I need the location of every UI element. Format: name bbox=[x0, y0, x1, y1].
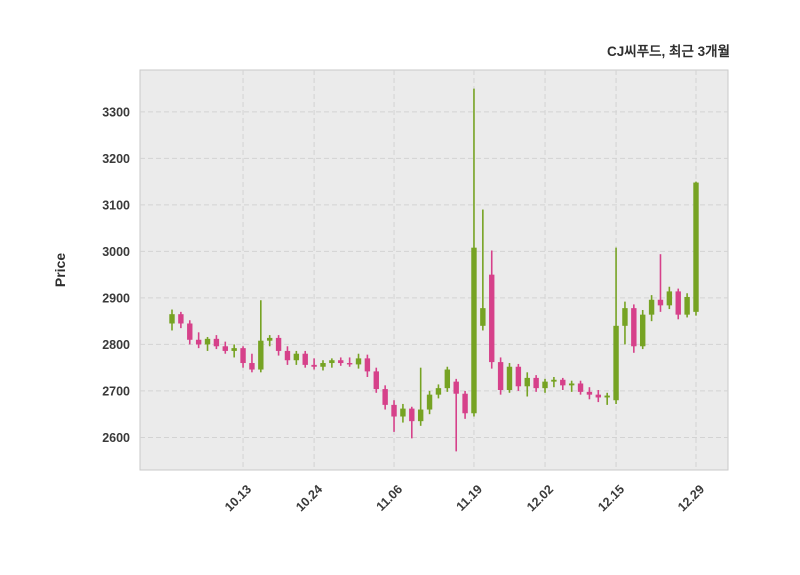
candle-body bbox=[595, 394, 602, 398]
candle-body bbox=[568, 383, 575, 386]
candle-body bbox=[195, 339, 202, 345]
candle-body bbox=[675, 291, 681, 315]
candle-body bbox=[648, 299, 655, 315]
candle-body bbox=[417, 409, 424, 422]
candle-body bbox=[355, 358, 362, 365]
candle-body bbox=[249, 363, 255, 370]
candle-body bbox=[640, 314, 646, 347]
candle-body bbox=[338, 360, 344, 364]
candle-body bbox=[622, 308, 628, 326]
candle-body bbox=[515, 366, 522, 387]
candle-body bbox=[506, 366, 513, 390]
candle-body bbox=[444, 369, 451, 389]
candle-body bbox=[666, 291, 673, 306]
candle-body bbox=[391, 404, 397, 417]
candle-body bbox=[684, 296, 690, 315]
candle-body bbox=[231, 348, 237, 351]
candle-body bbox=[586, 391, 593, 395]
x-tick-label: 12.15 bbox=[595, 482, 627, 514]
x-tick-label: 12.29 bbox=[675, 482, 707, 514]
candle-body bbox=[284, 350, 291, 361]
candle-body bbox=[222, 346, 228, 351]
candle-body bbox=[311, 364, 317, 367]
candle-body bbox=[533, 377, 539, 389]
candle-body bbox=[169, 314, 175, 324]
candle-body bbox=[275, 337, 282, 351]
x-tick-label: 10.24 bbox=[293, 482, 325, 514]
y-tick-label: 3200 bbox=[102, 152, 130, 166]
x-tick-label: 10.13 bbox=[222, 482, 254, 514]
x-tick-label: 11.06 bbox=[374, 482, 406, 514]
y-tick-label: 2700 bbox=[102, 384, 130, 398]
candle-body bbox=[266, 337, 273, 341]
y-tick-label: 3000 bbox=[102, 245, 130, 259]
candle-body bbox=[178, 314, 184, 324]
candle-body bbox=[258, 340, 264, 370]
candle-body bbox=[435, 388, 442, 395]
candle-body bbox=[560, 379, 566, 386]
candle-body bbox=[551, 379, 557, 382]
y-tick-label: 2800 bbox=[102, 338, 130, 352]
candle-body bbox=[489, 274, 495, 363]
candle-body bbox=[329, 360, 335, 364]
candle-body bbox=[693, 182, 699, 312]
candle-body bbox=[400, 408, 406, 417]
candle-body bbox=[604, 395, 610, 398]
candle-body bbox=[480, 308, 486, 326]
candle-body bbox=[213, 338, 220, 347]
x-tick-label: 12.02 bbox=[524, 482, 556, 514]
y-tick-label: 3300 bbox=[102, 105, 130, 119]
candle-body bbox=[302, 353, 308, 365]
candle-body bbox=[524, 377, 530, 387]
candle-body bbox=[462, 393, 468, 414]
candle-body bbox=[364, 358, 371, 372]
candle-body bbox=[320, 363, 326, 367]
candle-body bbox=[497, 362, 504, 390]
candle-body bbox=[657, 299, 664, 306]
candle-body bbox=[373, 371, 379, 390]
chart-title: CJ씨푸드, 최근 3개월 bbox=[607, 44, 730, 59]
candle-body bbox=[577, 383, 584, 392]
y-tick-label: 2600 bbox=[102, 431, 130, 445]
candle-body bbox=[409, 408, 415, 422]
plot-background bbox=[139, 69, 729, 471]
candle-body bbox=[426, 394, 433, 410]
candle-body bbox=[382, 389, 388, 405]
y-tick-label: 3100 bbox=[102, 198, 130, 212]
y-tick-label: 2900 bbox=[102, 291, 130, 305]
candle-body bbox=[346, 363, 353, 365]
candle-body bbox=[293, 353, 300, 361]
candle-body bbox=[631, 308, 637, 347]
candle-body bbox=[240, 348, 246, 364]
candle-body bbox=[204, 338, 211, 345]
candle-body bbox=[471, 247, 477, 414]
candle-body bbox=[187, 323, 193, 340]
candle-body bbox=[542, 381, 548, 389]
x-tick-label: 11.19 bbox=[454, 482, 486, 514]
candle-body bbox=[613, 325, 619, 401]
candle-body bbox=[453, 381, 459, 394]
